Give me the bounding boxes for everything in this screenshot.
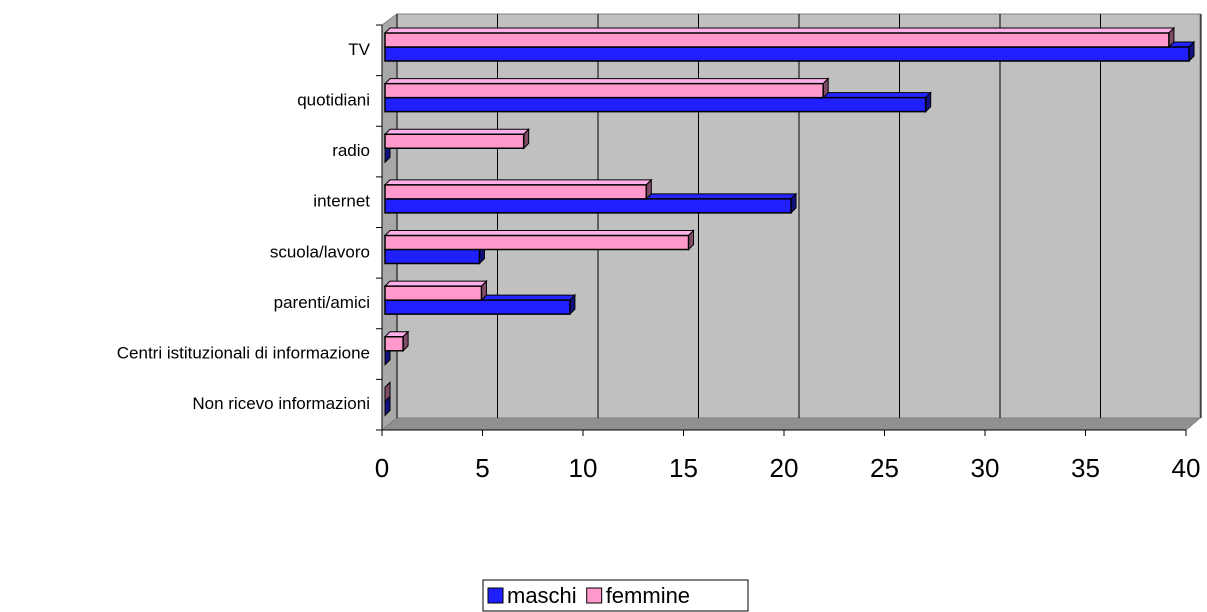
bar-side — [384, 381, 391, 403]
legend-label: femmine — [606, 583, 690, 608]
x-tick-label: 30 — [971, 453, 1000, 483]
bar — [384, 133, 525, 149]
category-label: internet — [313, 192, 370, 211]
bar — [384, 96, 927, 113]
bar — [384, 32, 1170, 48]
category-label: Centri istituzionali di informazione — [117, 344, 370, 363]
category-label: parenti/amici — [274, 293, 370, 312]
x-tick-label: 0 — [375, 453, 389, 483]
bar — [384, 285, 483, 301]
bar — [384, 46, 1190, 62]
bar — [384, 184, 648, 200]
category-label: Non ricevo informazioni — [192, 394, 370, 413]
legend — [482, 579, 749, 612]
category-label: scuola/lavoro — [270, 242, 370, 261]
bar — [384, 299, 571, 315]
category-label: quotidiani — [297, 90, 370, 109]
category-label: radio — [332, 141, 370, 160]
legend-swatch — [586, 587, 603, 604]
x-tick-label: 35 — [1071, 453, 1100, 483]
bar — [384, 82, 824, 99]
x-tick-label: 40 — [1172, 453, 1201, 483]
bar — [384, 248, 481, 265]
bar — [384, 336, 404, 352]
x-tick-label: 5 — [475, 453, 489, 483]
category-label: TV — [348, 40, 370, 59]
x-tick-label: 15 — [669, 453, 698, 483]
x-tick-label: 10 — [569, 453, 598, 483]
legend-label: maschi — [507, 583, 577, 608]
legend-swatch — [487, 587, 504, 604]
floor — [380, 417, 1202, 431]
bar — [384, 198, 792, 214]
bar — [384, 234, 690, 251]
x-tick-label: 25 — [870, 453, 899, 483]
x-tick-label: 20 — [770, 453, 799, 483]
side-wall — [381, 13, 398, 432]
